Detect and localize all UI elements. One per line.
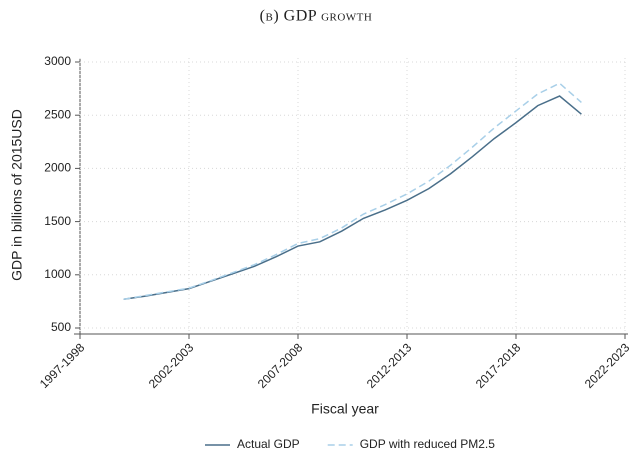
x-tick-label: 2012-2013 bbox=[364, 340, 415, 391]
series-line bbox=[123, 82, 582, 301]
y-tick-label: 1500 bbox=[44, 214, 71, 228]
chart-title: (b) GDP growth bbox=[260, 8, 373, 25]
x-tick-label: 2022-2023 bbox=[582, 340, 632, 391]
x-tick-label: 2007-2008 bbox=[255, 340, 306, 391]
y-tick-label: 500 bbox=[51, 320, 71, 334]
y-tick-label: 3000 bbox=[44, 54, 71, 68]
legend-label: GDP with reduced PM2.5 bbox=[360, 437, 496, 451]
x-tick-label: 2002-2003 bbox=[146, 340, 197, 391]
y-tick-label: 2000 bbox=[44, 161, 71, 175]
y-axis-label: GDP in billions of 2015USD bbox=[9, 109, 25, 281]
series-line bbox=[123, 95, 582, 301]
x-tick-label: 1997-1998 bbox=[37, 340, 88, 391]
x-axis-label: Fiscal year bbox=[311, 401, 379, 417]
y-tick-label: 2500 bbox=[44, 107, 71, 121]
y-tick-label: 1000 bbox=[44, 267, 71, 281]
legend-label: Actual GDP bbox=[237, 437, 300, 451]
x-tick-label: 2017-2018 bbox=[473, 340, 524, 391]
